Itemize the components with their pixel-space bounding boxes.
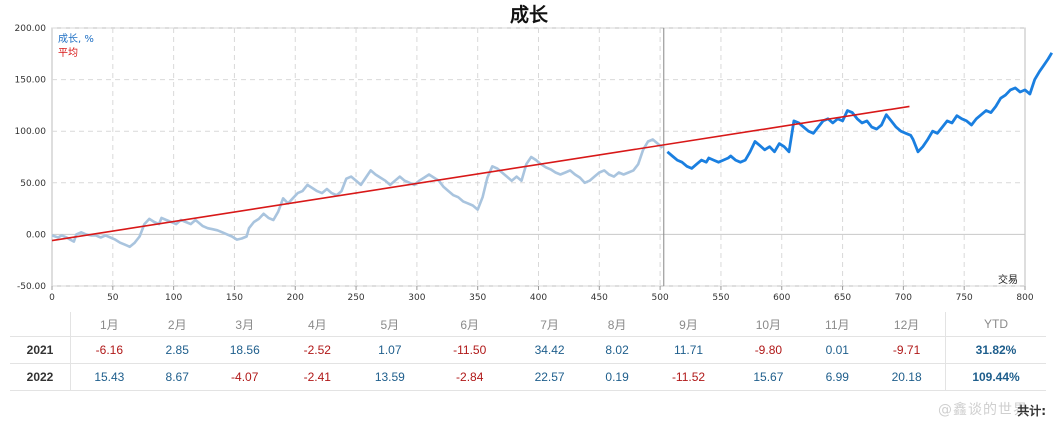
x-tick-label: 350 xyxy=(469,293,486,300)
y-tick-label: 100.00 xyxy=(15,127,47,137)
x-tick-label: 150 xyxy=(226,293,243,300)
month-value-cell: -4.07 xyxy=(231,370,259,384)
x-tick-label: 300 xyxy=(408,293,425,300)
year-header xyxy=(10,312,71,337)
table-header-row: 1月 2月 3月 4月 5月 6月 7月 8月 9月 10月 11月 12月 Y… xyxy=(10,312,1046,337)
month-value-cell: -2.84 xyxy=(456,370,484,384)
month-value-cell: -2.52 xyxy=(303,343,331,357)
average-trend-line xyxy=(51,105,910,242)
x-tick-label: 700 xyxy=(895,293,912,300)
month-value-cell: 2.85 xyxy=(165,343,189,357)
year-cell: 2022 xyxy=(10,363,71,391)
ytd-header: YTD xyxy=(945,312,1046,337)
table-row: 2021 -6.16 2.85 18.56 -2.52 1.07 -11.50 34.42 8.… xyxy=(10,336,1046,364)
x-tick-label: 100 xyxy=(165,293,182,300)
x-tick-label: 450 xyxy=(591,293,608,300)
month-value-cell: 13.59 xyxy=(374,370,405,384)
x-tick-label: 800 xyxy=(1016,293,1033,300)
table-row: 2022 15.43 8.67 -4.07 -2.41 13.59 -2.84 22.57 0.… xyxy=(10,363,1046,391)
month-value-cell: 22.57 xyxy=(534,370,565,384)
chart-legend: 成长, % 平均 xyxy=(58,33,94,61)
legend-growth: 成长, % xyxy=(58,34,94,45)
month-header: 3月 xyxy=(235,317,255,332)
watermark: @鑫谈的世界 xyxy=(938,402,1028,418)
x-tick-label: 0 xyxy=(49,293,55,300)
month-value-cell: -11.50 xyxy=(453,343,487,357)
x-tick-label: 400 xyxy=(530,293,547,300)
total-label: 共计: xyxy=(1017,404,1046,418)
growth-line-past xyxy=(51,138,664,249)
y-tick-label: 0.00 xyxy=(26,230,46,240)
y-tick-label: 150.00 xyxy=(15,76,47,86)
month-value-cell: 0.19 xyxy=(605,370,629,384)
month-header: 4月 xyxy=(307,317,327,332)
month-value-cell: 6.99 xyxy=(825,370,849,384)
y-tick-label: 200.00 xyxy=(15,24,47,34)
month-value-cell: 11.71 xyxy=(673,343,704,357)
growth-line-recent xyxy=(666,52,1054,170)
x-tick-label: 650 xyxy=(834,293,851,300)
monthly-returns-table: 1月 2月 3月 4月 5月 6月 7月 8月 9月 10月 11月 12月 Y… xyxy=(10,312,1046,391)
x-tick-label: 200 xyxy=(287,293,304,300)
month-header: 10月 xyxy=(755,317,782,332)
month-value-cell: 15.43 xyxy=(94,370,125,384)
month-header: 2月 xyxy=(167,317,187,332)
x-tick-label: 500 xyxy=(652,293,669,300)
ytd-cell: 31.82% xyxy=(945,336,1046,364)
month-header: 5月 xyxy=(380,317,400,332)
month-value-cell: 15.67 xyxy=(753,370,784,384)
month-value-cell: -9.71 xyxy=(892,343,921,357)
month-value-cell: -6.16 xyxy=(95,343,124,357)
month-value-cell: 18.56 xyxy=(229,343,260,357)
x-tick-label: 600 xyxy=(773,293,790,300)
month-value-cell: 8.02 xyxy=(605,343,629,357)
month-header: 1月 xyxy=(100,317,119,332)
growth-chart: -50.00 0.00 50.00 100.00 150.00 200.00 0 50 100 1… xyxy=(15,24,1054,300)
month-value-cell: -9.80 xyxy=(754,343,783,357)
month-value-cell: 20.18 xyxy=(891,370,922,384)
y-tick-label: 50.00 xyxy=(20,179,46,189)
x-axis-label: 交易 xyxy=(998,275,1018,286)
month-value-cell: 1.07 xyxy=(378,343,402,357)
ytd-cell: 109.44% xyxy=(945,363,1046,391)
month-value-cell: -11.52 xyxy=(671,370,706,384)
month-value-cell: 0.01 xyxy=(825,343,849,357)
x-tick-label: 250 xyxy=(347,293,364,300)
month-value-cell: 34.42 xyxy=(534,343,565,357)
y-tick-label: -50.00 xyxy=(17,282,46,292)
x-tick-label: 750 xyxy=(956,293,973,300)
year-cell: 2021 xyxy=(10,336,71,364)
chart-title: 成长 xyxy=(509,4,548,26)
month-header: 9月 xyxy=(679,317,698,332)
month-header: 8月 xyxy=(607,317,627,332)
month-header: 12月 xyxy=(893,317,920,332)
month-header: 11月 xyxy=(825,317,850,332)
month-header: 7月 xyxy=(540,317,559,332)
x-tick-label: 550 xyxy=(712,293,729,300)
month-header: 6月 xyxy=(460,317,480,332)
month-value-cell: -2.41 xyxy=(303,370,331,384)
legend-average: 平均 xyxy=(58,48,78,59)
x-tick-label: 50 xyxy=(107,293,119,300)
month-value-cell: 8.67 xyxy=(165,370,189,384)
